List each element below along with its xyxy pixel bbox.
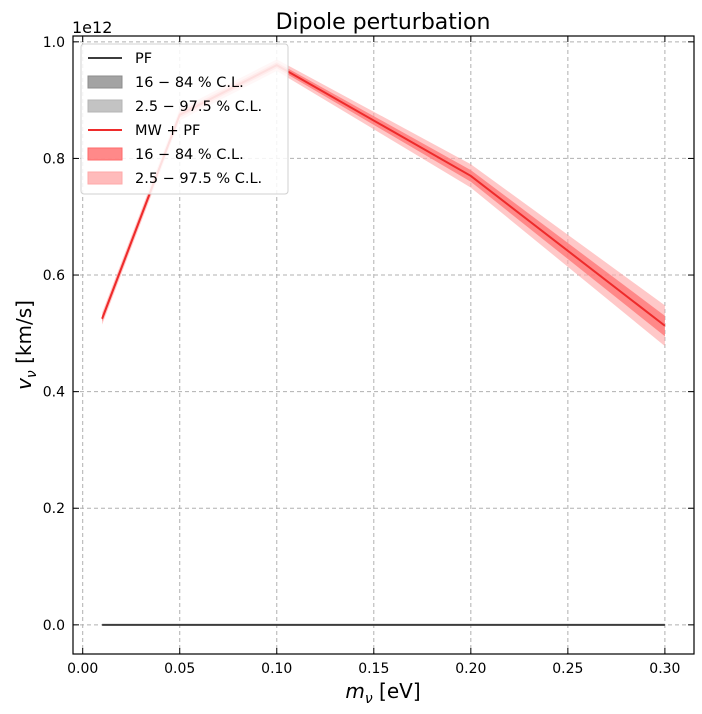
legend-patch-swatch (87, 99, 123, 113)
y-axis-label: vν [km/s] (12, 300, 40, 390)
legend-label: 16 − 84 % C.L. (135, 147, 244, 163)
x-axis-label: mν [eV] (345, 679, 420, 707)
legend: PF 16 − 84 % C.L. 2.5 − 97.5 % C.L. MW + PF… (80, 43, 289, 195)
legend-label: 2.5 − 97.5 % C.L. (135, 99, 262, 115)
tick-labels: 0.00 0.05 0.10 0.15 0.20 0.25 0.30 0.0 0.2 0.4 0.6… (43, 35, 681, 677)
x-tick-label: 0.00 (67, 661, 98, 677)
x-tick-label: 0.30 (649, 661, 680, 677)
chart-title: Dipole perturbation (276, 10, 491, 35)
legend-box (80, 43, 289, 195)
x-tick-label: 0.15 (358, 661, 389, 677)
legend-patch-swatch (87, 171, 123, 185)
y-tick-label: 0.6 (43, 268, 65, 284)
legend-patch-swatch (87, 75, 123, 89)
x-tick-label: 0.10 (261, 661, 292, 677)
legend-label: 2.5 − 97.5 % C.L. (135, 171, 262, 187)
legend-label: PF (135, 51, 152, 67)
x-tick-label: 0.05 (164, 661, 195, 677)
grid-lines (73, 36, 694, 654)
legend-label: 16 − 84 % C.L. (135, 75, 244, 91)
x-tick-label: 0.20 (455, 661, 486, 677)
y-tick-label: 0.0 (43, 618, 65, 634)
legend-patch-swatch (87, 147, 123, 161)
y-tick-label: 0.4 (43, 385, 65, 401)
y-tick-label: 0.8 (43, 151, 65, 167)
y-tick-label: 0.2 (43, 501, 65, 517)
plot-frame (72, 35, 695, 655)
y-tick-label: 1.0 (43, 35, 65, 51)
y-offset-text: 1e12 (72, 18, 112, 37)
axis-ticks (73, 36, 694, 654)
x-tick-label: 0.25 (552, 661, 583, 677)
legend-label: MW + PF (135, 123, 200, 139)
